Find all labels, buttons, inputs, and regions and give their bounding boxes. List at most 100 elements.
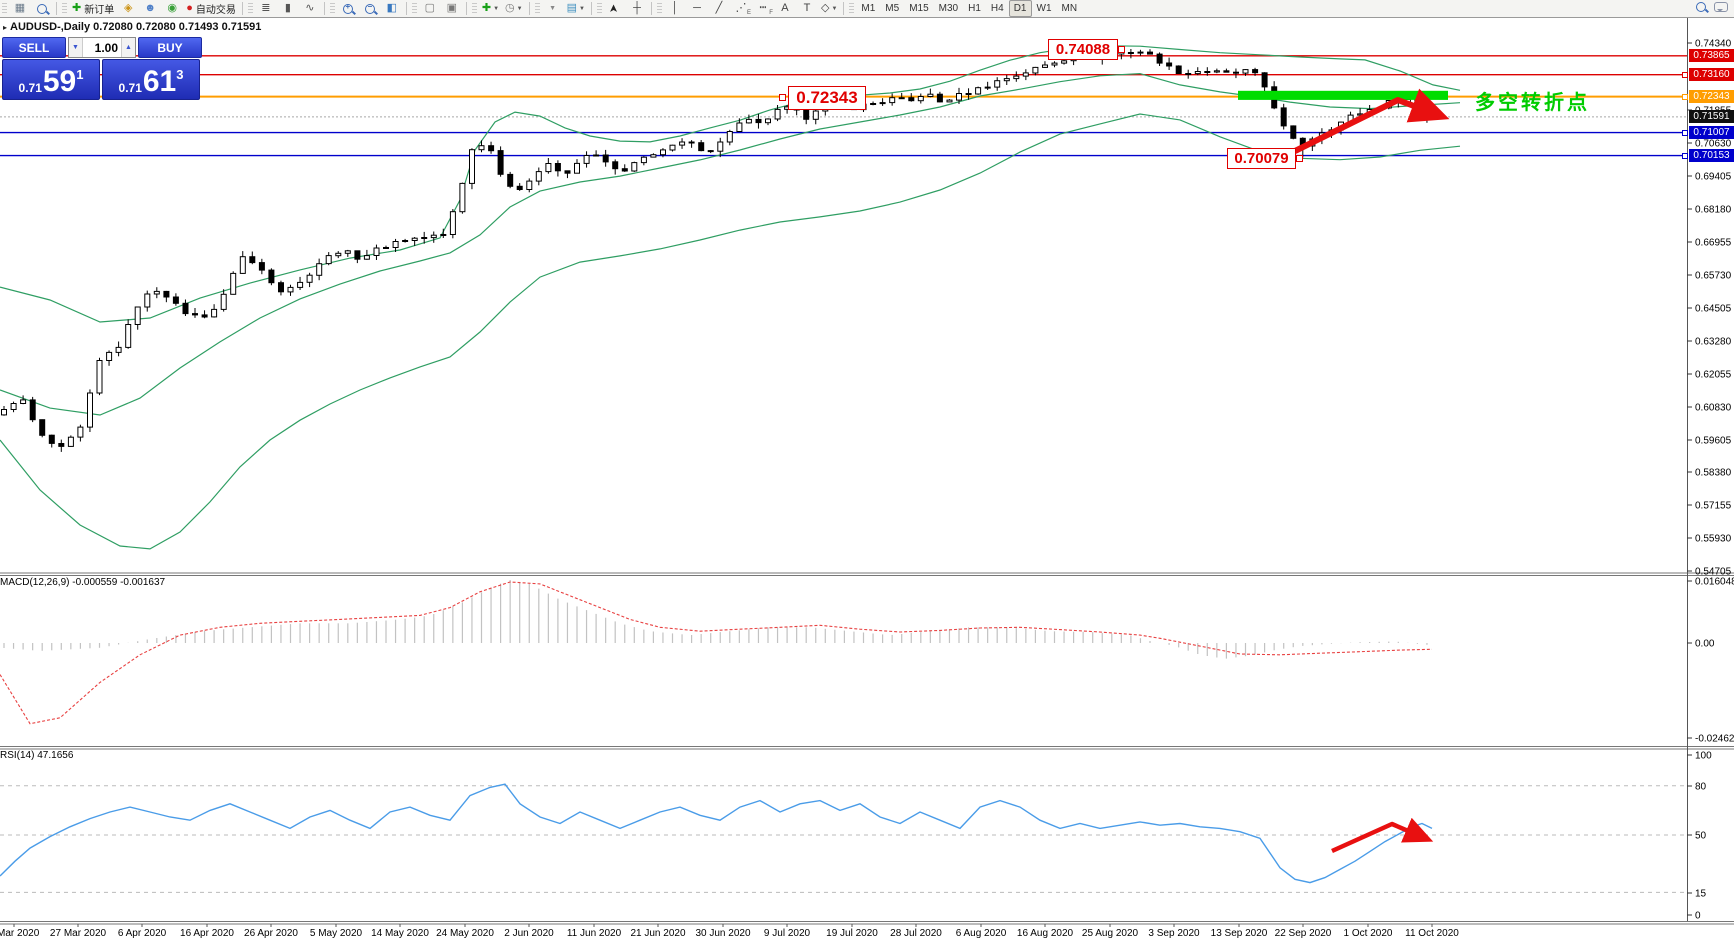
vertical-line-icon[interactable]: │ [664,0,686,17]
text-label-icon: T [803,2,811,14]
toolbar-group-handle [411,2,417,15]
axis-price-badge: 0.72343 [1689,90,1734,104]
cascade-windows-icon[interactable]: ▢ [419,0,441,17]
bar-chart-icon[interactable]: ≣ [255,0,277,17]
equidistant-channel-icon-sub: E [746,10,751,16]
indicators-list-icon: ▤ [566,2,578,14]
line-drag-handle[interactable] [1682,71,1688,78]
indicators-list-icon[interactable]: ▤ ▼ [564,0,588,17]
new-order-button[interactable]: ✚ 新订单 [69,0,117,17]
cursor-icon[interactable]: ➤ [604,0,626,17]
candles-group [1,48,1430,452]
rsi-pane [0,783,1687,893]
volume-increase-button[interactable]: ▲ [121,38,135,57]
crosshair-icon[interactable]: ┼ [626,0,648,17]
rsi-indicator-label: RSI(14) 47.1656 [0,750,74,761]
chat-icon[interactable] [1714,2,1728,12]
line-drag-handle[interactable] [1682,93,1688,100]
text-icon[interactable]: A [774,0,796,17]
timeframe-button-m5[interactable]: M5 [885,3,900,14]
date-axis-label: 16 Apr 2020 [180,928,234,939]
buy-button[interactable]: BUY [138,37,202,58]
text-label-icon[interactable]: T [796,0,818,17]
timeframe-button-h1[interactable]: H1 [968,3,981,14]
timeframe-button-mn[interactable]: MN [1061,3,1078,14]
toolbar-separator [323,2,325,15]
line-drag-handle[interactable] [1682,152,1688,159]
add-indicator-icon[interactable]: ✚ ▼ [479,0,502,17]
date-axis-label: 16 Aug 2020 [1017,928,1074,939]
toolbar-group-handle [534,2,540,15]
price-box-handle[interactable] [779,94,786,101]
buy-price-panel[interactable]: 0.71 61 3 [102,59,200,100]
date-axis-label: 22 Sep 2020 [1275,928,1332,939]
price-box-072343[interactable]: 0.72343 [788,86,866,110]
price-tick-label: 0.58380 [1695,468,1732,479]
line-drag-handle[interactable] [1682,129,1688,136]
equidistant-channel-icon[interactable]: ⋰ E [730,0,752,17]
macd-signal-line [0,581,1433,725]
bollinger-upper-band [0,45,1461,323]
templates-dropdown-icon[interactable]: ▼ [542,0,564,17]
green-resistance-zone[interactable] [1238,90,1448,100]
price-tick-label: 0.68180 [1695,205,1732,216]
timeframe-button-h4[interactable]: H4 [990,3,1004,14]
date-axis-label: 11 Oct 2020 [1405,928,1459,939]
toolbar-group-handle [849,2,855,15]
period-clock-icon[interactable]: ◷ ▼ [502,0,526,17]
arrange-windows-icon[interactable]: ▣ [441,0,463,17]
collapse-arrow-icon: ▸ [3,23,8,32]
timeframe-button-m15[interactable]: M15 [909,3,929,14]
sell-button[interactable]: SELL [2,37,66,58]
rsi-line [0,783,1433,884]
volume-input[interactable]: 1.00 [94,40,118,55]
bid-pip-digit: 1 [76,67,84,82]
price-tick-label: 0.66955 [1695,238,1732,249]
bull-bear-turning-point-note[interactable]: 多空转折点 [1475,92,1590,114]
line-chart-icon: ∿ [305,2,315,14]
volume-decrease-button[interactable]: ▼ [69,38,83,57]
horizontal-line-icon[interactable]: ─ [686,0,708,17]
axis-price-badge: 0.71007 [1689,126,1734,140]
chart-search-icon[interactable] [31,0,53,17]
sell-price-panel[interactable]: 0.71 59 1 [2,59,100,100]
add-indicator-icon: ✚ [481,2,492,14]
price-box-handle[interactable] [1118,45,1125,53]
fibonacci-icon[interactable]: ┉ F [752,0,774,17]
chart-search-icon [37,3,47,14]
zoom-in-icon[interactable]: + [337,0,359,17]
candlestick-chart-icon: ▮ [284,2,291,14]
rsi-tick-label: 0 [1695,911,1701,922]
trend-arrow-main[interactable] [1291,88,1450,155]
zoom-out-icon[interactable]: − [359,0,381,17]
macd-indicator-label: MACD(12,26,9) -0.000559 -0.001637 [0,577,166,588]
tile-windows-icon[interactable]: ◧ [381,0,403,17]
new-chart-icon[interactable]: ▦ [9,0,31,17]
autotrading-button[interactable]: ● 自动交易 [183,0,239,17]
search-icon[interactable] [1696,2,1706,12]
price-box-074088[interactable]: 0.74088 [1048,39,1118,60]
price-box-handle[interactable] [1296,154,1303,162]
profiles-icon[interactable]: ☻ [139,0,161,17]
timeframe-button-w1[interactable]: W1 [1036,3,1052,14]
shapes-icon[interactable]: ◇ ▼ [818,0,840,17]
main-pane [0,45,1687,550]
signals-icon[interactable]: ◉ [161,0,183,17]
date-axis-label: 30 Jun 2020 [695,928,750,939]
candlestick-chart-icon[interactable]: ▮ [277,0,299,17]
volume-control: ▼ 1.00 ▲ [68,37,136,58]
date-axis-label: 13 Sep 2020 [1211,928,1268,939]
macd-tick-label: 0.00 [1695,639,1715,650]
macd-tick-label: -0.024625 [1695,734,1734,745]
timeframe-button-m30[interactable]: M30 [938,3,959,14]
chart-style-icon[interactable]: ◈ [117,0,139,17]
trend-arrow-rsi[interactable] [1331,817,1434,854]
price-box-070079[interactable]: 0.70079 [1227,148,1296,169]
arrange-windows-icon: ▣ [446,2,458,14]
timeframe-button-m1[interactable]: M1 [861,3,876,14]
trendline-icon[interactable]: ╱ [708,0,730,17]
timeframe-button-d1[interactable]: D1 [1008,0,1032,17]
line-chart-icon[interactable]: ∿ [299,0,321,17]
